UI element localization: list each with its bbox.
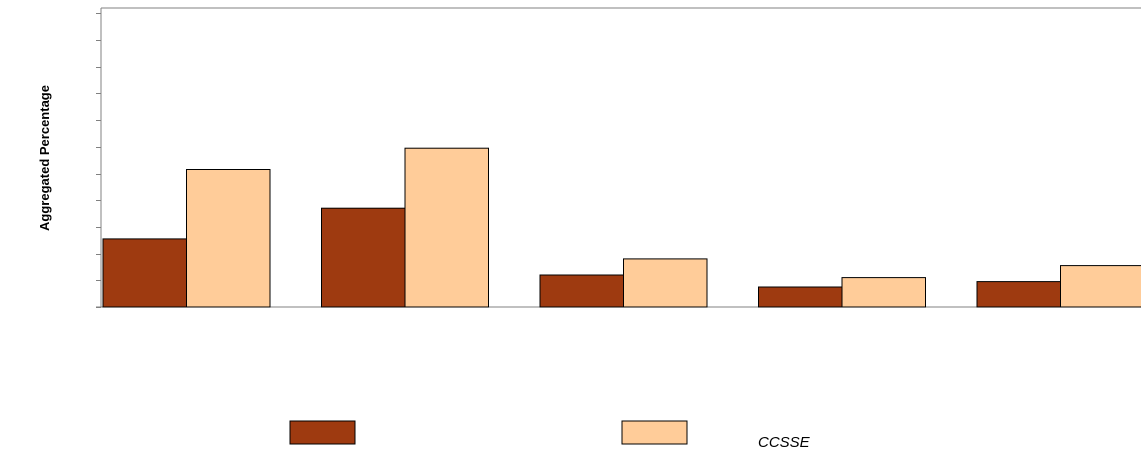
bar-series-1-category-5 <box>976 281 1061 308</box>
legend: CCSSE <box>289 420 811 451</box>
bar-series-2-category-5 <box>1060 265 1141 308</box>
plot-area <box>96 7 1141 308</box>
legend-swatch-series-2 <box>621 420 688 445</box>
bar-series-1-category-3 <box>539 274 624 308</box>
bar-series-2-category-2 <box>404 147 489 308</box>
bar-series-1-category-2 <box>321 207 406 308</box>
legend-swatch-series-1 <box>289 420 356 445</box>
bar-series-1-category-4 <box>758 286 843 308</box>
y-ticks <box>96 13 101 308</box>
bar-series-2-category-3 <box>623 258 708 308</box>
bar-series-2-category-4 <box>841 277 926 308</box>
bar-series-1-category-1 <box>102 238 187 308</box>
legend-label-series-2: CCSSE <box>758 434 811 451</box>
y-axis-label: Aggregated Percentage <box>37 85 52 231</box>
bars <box>102 147 1141 308</box>
bar-series-2-category-1 <box>186 169 271 308</box>
